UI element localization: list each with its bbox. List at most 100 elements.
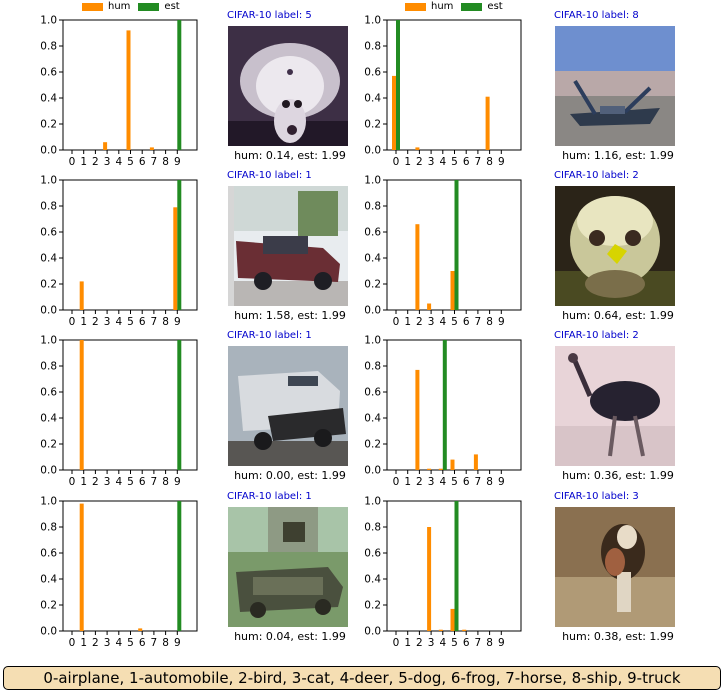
image-title: CIFAR-10 label: 1 (227, 170, 312, 181)
y-tick-label: 0.4 (364, 93, 381, 105)
x-tick-label: 8 (162, 156, 169, 168)
bar-hum-7 (149, 147, 154, 150)
x-tick-label: 7 (151, 637, 158, 649)
x-tick-label: 7 (475, 476, 482, 488)
bar-hum-1 (79, 340, 84, 470)
x-tick-label: 2 (416, 637, 423, 649)
bar-hum-2 (415, 147, 420, 150)
bar-hum-6 (138, 628, 143, 631)
x-tick-label: 5 (127, 316, 134, 328)
class-key-footer: 0-airplane, 1-automobile, 2-bird, 3-cat,… (3, 666, 721, 690)
x-tick-label: 8 (486, 637, 493, 649)
cifar-image-car-grey (228, 346, 348, 466)
x-tick-label: 8 (162, 476, 169, 488)
x-tick-label: 1 (80, 316, 87, 328)
x-tick-label: 0 (69, 316, 76, 328)
x-tick-label: 3 (104, 316, 111, 328)
y-tick-label: 0.4 (40, 574, 57, 586)
x-tick-label: 5 (127, 637, 134, 649)
x-tick-label: 1 (80, 476, 87, 488)
bar-hum-5 (450, 608, 455, 631)
x-tick-label: 9 (174, 637, 181, 649)
image-title: CIFAR-10 label: 8 (554, 10, 639, 21)
axes-frame (386, 19, 522, 151)
bar-hum-5 (450, 459, 455, 470)
y-tick-label: 0.6 (40, 227, 57, 239)
y-tick-label: 0.6 (364, 67, 381, 79)
bar-hum-8 (485, 96, 490, 150)
y-tick-label: 0.4 (40, 413, 57, 425)
x-tick-label: 0 (69, 637, 76, 649)
image-caption: hum: 0.00, est: 1.99 (234, 469, 346, 482)
image-title: CIFAR-10 label: 1 (227, 491, 312, 502)
y-tick-label: 0.2 (40, 279, 57, 291)
bar-est-9 (177, 20, 182, 150)
legend-swatch-hum (82, 2, 103, 11)
x-tick-label: 1 (80, 156, 87, 168)
x-tick-label: 9 (174, 316, 181, 328)
x-tick-label: 4 (115, 156, 122, 168)
x-tick-label: 2 (92, 316, 99, 328)
bar-chart-4: 0.0 0.2 0.4 0.6 0.8 1.0 0 1 2 3 4 5 6 7 8 9 (364, 175, 522, 328)
x-tick-label: 8 (162, 637, 169, 649)
x-tick-label: 2 (416, 156, 423, 168)
y-tick-label: 0.8 (40, 361, 57, 373)
y-tick-label: 1.0 (40, 335, 57, 347)
bar-est-5 (454, 180, 459, 310)
y-tick-label: 0.4 (364, 253, 381, 265)
bar-chart-2: 0.0 0.2 0.4 0.6 0.8 1.0 0 1 2 3 4 5 6 7 8 9 (364, 15, 522, 168)
bar-chart-6: 0.0 0.2 0.4 0.6 0.8 1.0 0 1 2 3 4 5 6 7 8 9 (364, 335, 522, 488)
y-tick-label: 0.8 (40, 41, 57, 53)
x-tick-label: 6 (463, 156, 470, 168)
y-tick-label: 0.0 (40, 465, 57, 477)
y-tick-label: 1.0 (40, 175, 57, 187)
bar-est-0 (396, 20, 400, 150)
bar-hum-1 (79, 503, 84, 631)
x-tick-label: 7 (475, 637, 482, 649)
x-tick-label: 8 (162, 316, 169, 328)
x-tick-label: 1 (404, 476, 411, 488)
bar-hum-1 (79, 281, 84, 310)
y-tick-label: 1.0 (40, 15, 57, 27)
axes-frame (62, 500, 198, 632)
y-tick-label: 1.0 (364, 496, 381, 508)
x-tick-label: 1 (80, 637, 87, 649)
image-title: CIFAR-10 label: 1 (227, 330, 312, 341)
x-tick-label: 4 (439, 316, 446, 328)
y-tick-label: 0.6 (364, 227, 381, 239)
y-tick-label: 0.6 (40, 548, 57, 560)
y-tick-label: 0.0 (40, 305, 57, 317)
x-tick-label: 1 (404, 637, 411, 649)
cifar-image-bird-yellow (555, 186, 675, 306)
axes-frame (386, 339, 522, 471)
cifar-image-ship (555, 26, 675, 146)
image-caption: hum: 0.36, est: 1.99 (562, 469, 674, 482)
x-tick-label: 3 (428, 637, 435, 649)
y-tick-label: 0.6 (364, 387, 381, 399)
bar-chart-3: 0.0 0.2 0.4 0.6 0.8 1.0 0 1 2 3 4 5 6 7 8 9 (40, 175, 198, 328)
x-tick-label: 3 (428, 156, 435, 168)
bar-hum-4 (438, 629, 443, 631)
y-tick-label: 0.8 (40, 201, 57, 213)
x-tick-label: 6 (463, 476, 470, 488)
y-tick-label: 0.6 (40, 387, 57, 399)
y-tick-label: 0.2 (40, 600, 57, 612)
x-tick-label: 0 (69, 156, 76, 168)
x-tick-label: 5 (451, 316, 458, 328)
bar-hum-6 (462, 629, 467, 631)
x-tick-label: 1 (404, 156, 411, 168)
x-tick-label: 5 (127, 156, 134, 168)
image-caption: hum: 0.14, est: 1.99 (234, 149, 346, 162)
x-tick-label: 2 (92, 637, 99, 649)
x-tick-label: 6 (139, 476, 146, 488)
x-tick-label: 4 (439, 476, 446, 488)
x-tick-label: 4 (115, 316, 122, 328)
x-tick-label: 3 (104, 637, 111, 649)
x-tick-label: 7 (475, 156, 482, 168)
image-title: CIFAR-10 label: 3 (554, 491, 639, 502)
bar-hum-3 (103, 142, 108, 150)
x-tick-label: 6 (139, 316, 146, 328)
x-tick-label: 0 (393, 156, 400, 168)
x-tick-label: 4 (439, 637, 446, 649)
